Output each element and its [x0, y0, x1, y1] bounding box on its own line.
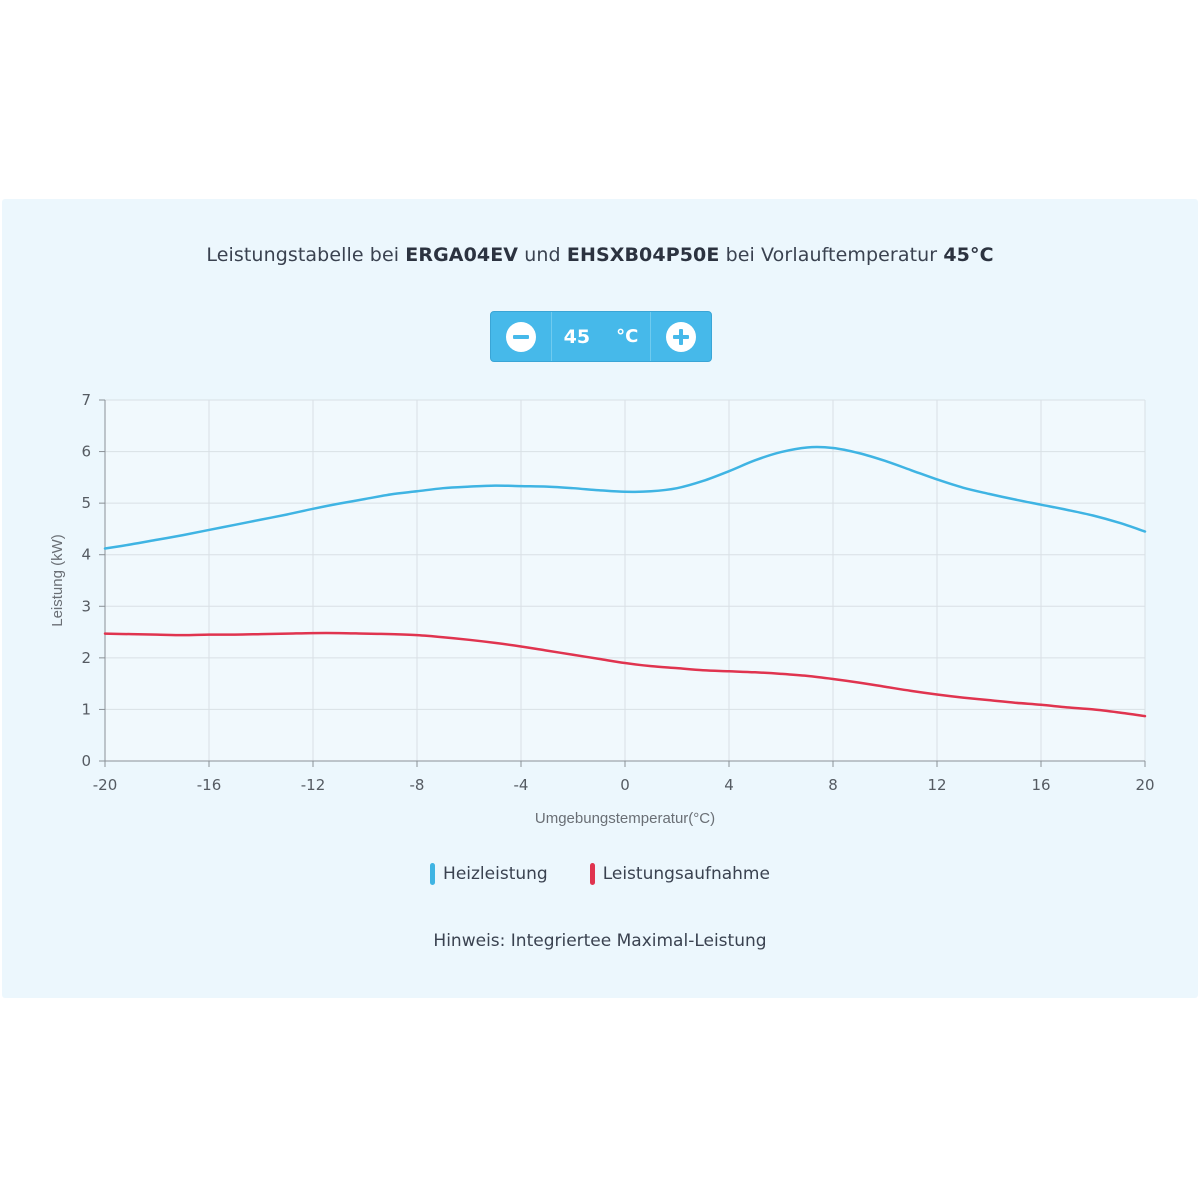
legend-item-heizleistung[interactable]: Heizleistung — [430, 863, 548, 885]
legend-swatch-leistungsaufnahme — [589, 863, 595, 885]
y-tick-label: 3 — [81, 597, 91, 615]
decrease-temperature-button[interactable] — [491, 312, 552, 361]
x-tick-label: -4 — [514, 776, 529, 794]
y-tick-label: 6 — [81, 443, 91, 461]
y-axis-label: Leistung (kW) — [49, 534, 66, 627]
y-tick-label: 1 — [81, 700, 91, 718]
title-outdoor-unit: ERGA04EV — [405, 244, 519, 266]
temperature-value: 45 — [563, 325, 591, 348]
legend-label-heizleistung: Heizleistung — [443, 864, 548, 884]
x-tick-label: 12 — [927, 776, 946, 794]
temperature-unit: °C — [616, 326, 639, 347]
temperature-display: 45 °C — [552, 312, 650, 361]
y-tick-label: 7 — [81, 391, 91, 409]
x-tick-labels: -20 -16 -12 -8 -4 0 4 8 12 16 20 — [93, 776, 1155, 794]
title-text-3: bei Vorlauftemperatur — [719, 244, 944, 266]
temperature-stepper: 45 °C — [490, 311, 712, 362]
x-tick-label: 4 — [724, 776, 734, 794]
title-indoor-unit: EHSXB04P50E — [566, 244, 720, 266]
x-tick-label: -12 — [301, 776, 326, 794]
x-tick-label: -8 — [410, 776, 425, 794]
chart-title: Leistungstabelle bei ERGA04EV und EHSXB0… — [0, 244, 1200, 266]
x-tick-label: -20 — [93, 776, 118, 794]
chart-series — [103, 445, 1147, 718]
plus-circle-icon — [666, 321, 696, 352]
x-axis-label: Umgebungstemperatur(°C) — [535, 810, 715, 827]
footnote: Hinweis: Integriertee Maximal-Leistung — [433, 931, 767, 951]
y-tick-label: 4 — [81, 546, 91, 564]
x-tick-label: 16 — [1031, 776, 1050, 794]
title-flow-temperature: 45°C — [943, 244, 994, 266]
y-tick-label: 5 — [81, 494, 91, 512]
y-tick-label: 0 — [81, 752, 91, 770]
legend-item-leistungsaufnahme[interactable]: Leistungsaufnahme — [589, 863, 770, 885]
x-tick-label: -16 — [197, 776, 222, 794]
series-line-heizleistung — [103, 445, 1147, 550]
y-tick-labels: 0 1 2 3 4 5 6 7 — [81, 391, 91, 770]
chart-grid — [104, 399, 1146, 762]
y-tick-label: 2 — [81, 649, 91, 667]
increase-temperature-button[interactable] — [650, 312, 711, 361]
minus-circle-icon — [506, 321, 536, 352]
title-text-1: Leistungstabelle bei — [206, 244, 406, 266]
legend-label-leistungsaufnahme: Leistungsaufnahme — [602, 864, 770, 884]
x-tick-label: 0 — [620, 776, 630, 794]
chart-axes — [99, 399, 1146, 767]
series-line-leistungsaufnahme — [103, 631, 1147, 718]
x-tick-label: 20 — [1135, 776, 1154, 794]
legend-swatch-heizleistung — [430, 863, 436, 885]
x-tick-label: 8 — [828, 776, 838, 794]
title-text-2: und — [518, 244, 567, 266]
chart-legend: Heizleistung Leistungsaufnahme — [0, 863, 1200, 885]
